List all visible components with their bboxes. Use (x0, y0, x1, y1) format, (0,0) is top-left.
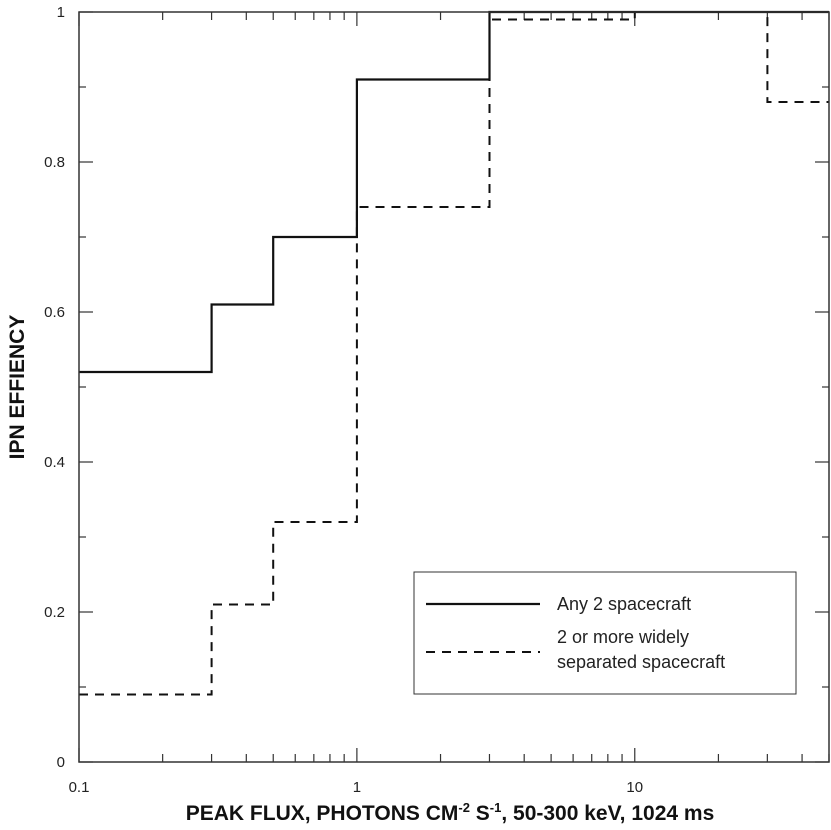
x-axis-title-part-a: PEAK FLUX, PHOTONS CM (186, 802, 459, 825)
x-tick-label: 10 (626, 779, 643, 796)
legend-box (413, 571, 797, 695)
plot-frame (78, 11, 830, 763)
legend: Any 2 spacecraft 2 or more widely separa… (413, 571, 797, 695)
x-axis-title-part-b: S (470, 802, 490, 825)
y-tick-label: 0.8 (44, 154, 65, 171)
y-tick-label: 0.6 (44, 304, 65, 321)
x-axis-title-sup-2: -1 (490, 800, 502, 815)
ticklabel-layer: 0 0.2 0.4 0.6 0.8 1 0.1 1 10 (44, 4, 643, 796)
legend-label-series-2-line-2: separated spacecraft (557, 652, 725, 672)
x-axis-title-sup-1: -2 (458, 800, 470, 815)
y-tick-label: 1 (57, 4, 65, 21)
y-tick-label: 0.2 (44, 604, 65, 621)
x-axis-title: PEAK FLUX, PHOTONS CM-2 S-1, 50-300 keV,… (186, 800, 715, 825)
y-tick-label: 0 (57, 754, 65, 771)
x-axis-title-part-c: , 50-300 keV, 1024 ms (501, 802, 714, 825)
x-tick-label: 1 (353, 779, 361, 796)
y-tick-label: 0.4 (44, 454, 65, 471)
x-tick-label: 0.1 (69, 779, 90, 796)
y-axis-title: IPN EFFIENCY (6, 315, 29, 460)
series-1-line (79, 10, 829, 374)
legend-label-series-1: Any 2 spacecraft (557, 594, 691, 614)
legend-label-series-2-line-1: 2 or more widely (557, 627, 689, 647)
